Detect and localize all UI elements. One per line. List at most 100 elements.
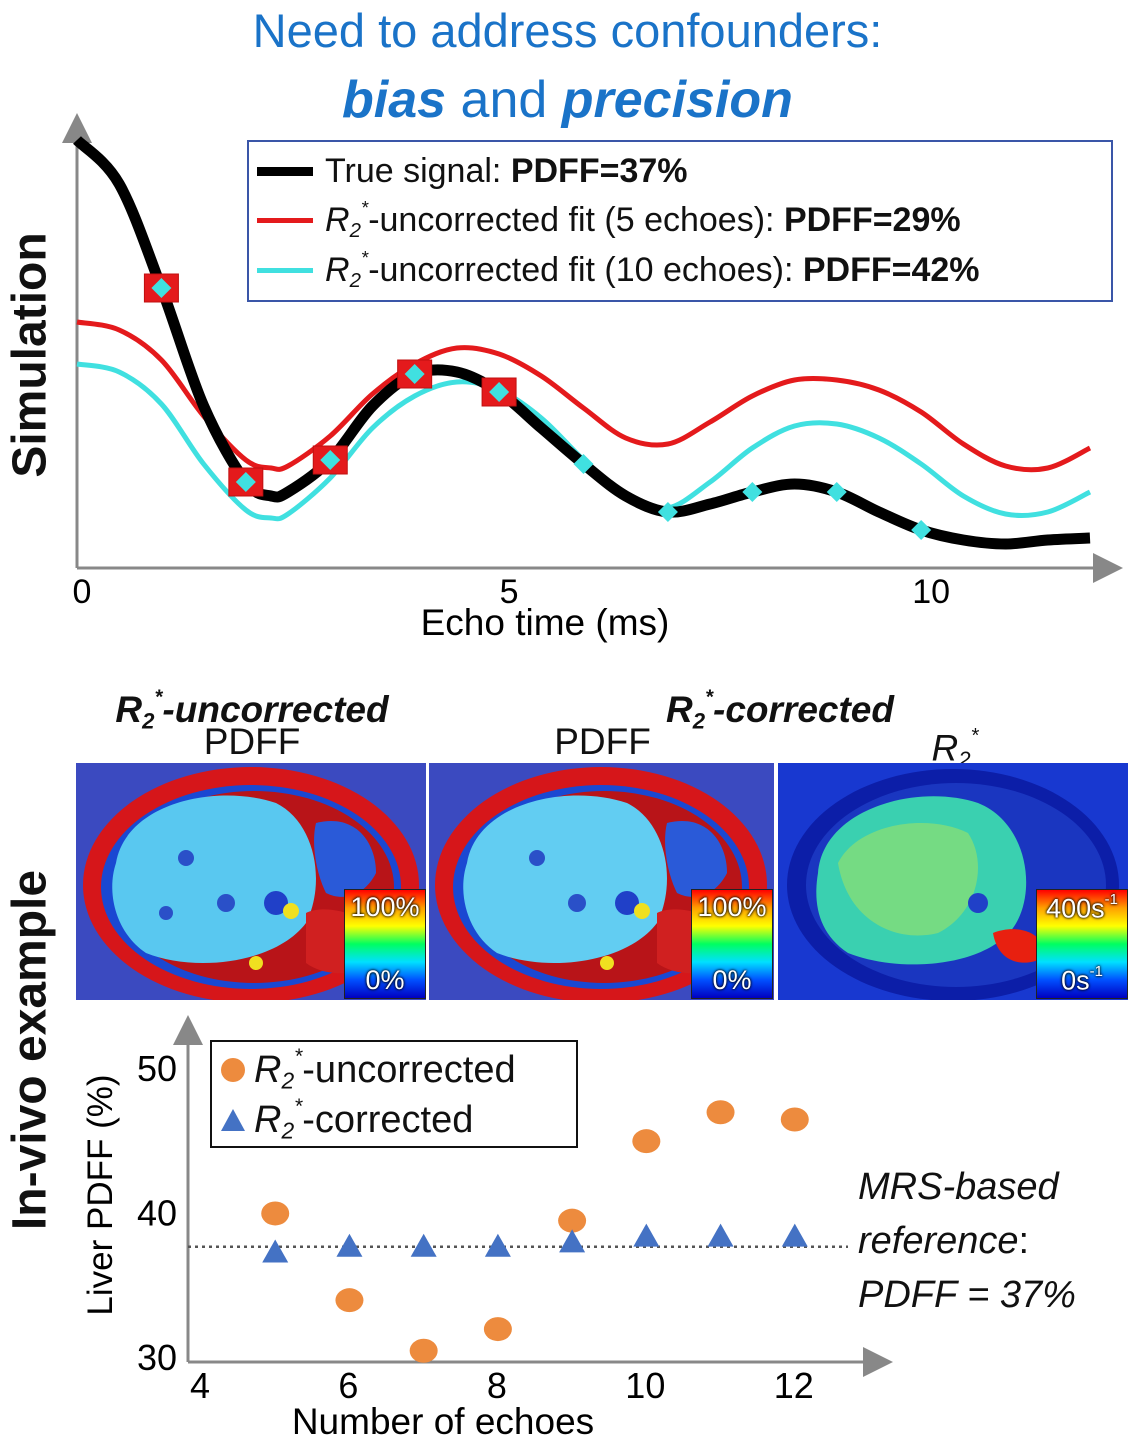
invivo-x-tick-label: 12 bbox=[774, 1365, 814, 1406]
legend-sup: * bbox=[294, 1095, 303, 1119]
invivo-x-tick-label: 8 bbox=[487, 1365, 507, 1406]
invivo-point-uncorrected bbox=[483, 1317, 512, 1342]
legend-r: R bbox=[254, 1098, 282, 1141]
header-bias: bias bbox=[342, 71, 447, 129]
legend-swatch-cyan bbox=[257, 267, 313, 273]
header-line2: bias and precision bbox=[0, 70, 1135, 130]
sim-legend-entry-true: True signal: PDFF=37% bbox=[257, 148, 688, 194]
legend-r2: R2* bbox=[254, 1095, 302, 1145]
sim-marker-diamond bbox=[320, 450, 341, 470]
invivo-chart: 4 6 8 10 12 30 40 50 Number of echoes Liver PDF… bbox=[81, 1015, 893, 1442]
sim-marker-diamond bbox=[826, 482, 847, 502]
title-sub: 2 bbox=[142, 708, 155, 734]
colorbar-bottom-label: 0% bbox=[365, 965, 405, 995]
invivo-point-uncorrected bbox=[335, 1288, 364, 1313]
sim-line-true-signal bbox=[73, 135, 1091, 550]
cbar-top-sup: -1 bbox=[1104, 892, 1118, 908]
legend-text-corrected: -corrected bbox=[302, 1098, 474, 1141]
mri-image-corrected-pdff: 100% 0% bbox=[429, 763, 774, 1000]
legend-sup: * bbox=[294, 1045, 303, 1069]
legend-r: R bbox=[254, 1048, 282, 1091]
sim-marker-diamond bbox=[151, 278, 172, 298]
image-group1-title: R2*-uncorrected bbox=[78, 678, 426, 742]
invivo-point-corrected bbox=[484, 1233, 511, 1257]
sim-x-tick-label: 10 bbox=[912, 573, 950, 611]
sim-marker-diamond bbox=[911, 520, 932, 540]
legend-r2-10: R2* bbox=[325, 247, 368, 293]
cbar-top-text: 400s bbox=[1046, 893, 1105, 924]
legend-text-10echo: -uncorrected fit (10 echoes): bbox=[368, 250, 803, 289]
invivo-point-corrected bbox=[336, 1233, 363, 1257]
legend-sub: 2 bbox=[281, 1067, 295, 1094]
invivo-x-tick-label: 4 bbox=[190, 1365, 210, 1406]
colorbar-bottom-label: 0% bbox=[712, 965, 752, 995]
colorbar-bottom-label: 0s-1 bbox=[1037, 964, 1127, 996]
annotation-line1: MRS-based bbox=[858, 1166, 1059, 1208]
invivo-legend: R2* -uncorrected R2* -corrected bbox=[210, 1040, 578, 1148]
invivo-point-corrected bbox=[633, 1223, 660, 1247]
title-sup: * bbox=[705, 687, 714, 709]
image-group2-title: R2*-corrected bbox=[430, 678, 1130, 742]
label-sup: * bbox=[970, 725, 979, 747]
legend-sub: 2 bbox=[281, 1117, 295, 1144]
invivo-point-uncorrected bbox=[558, 1208, 587, 1233]
legend-r: R bbox=[325, 200, 350, 239]
legend-r: R bbox=[325, 250, 350, 289]
image-panel2-label: PDFF bbox=[554, 721, 651, 762]
annotation-line3: PDFF = 37% bbox=[858, 1274, 1076, 1316]
colorbar-top-label: 100% bbox=[697, 892, 767, 922]
sim-x-axis-label: Echo time (ms) bbox=[421, 602, 670, 643]
sim-marker-diamond bbox=[742, 482, 763, 502]
legend-value-true: PDFF=37% bbox=[510, 151, 688, 190]
header-line1: Need to address confounders: bbox=[252, 4, 883, 57]
colorbar-pdff-1: 100% 0% bbox=[344, 889, 426, 999]
mrs-annotation: MRS-based reference: PDFF = 37% bbox=[858, 1160, 1076, 1322]
title-r: R bbox=[115, 689, 143, 731]
label-r: R bbox=[931, 727, 959, 769]
mri-image-uncorrected-pdff: 100% 0% bbox=[76, 763, 426, 1000]
invivo-point-corrected bbox=[410, 1233, 437, 1257]
colorbar-pdff-2: 100% 0% bbox=[691, 889, 773, 999]
legend-sup: * bbox=[360, 247, 369, 269]
colorbar-top-label: 400s-1 bbox=[1037, 892, 1127, 924]
sim-legend: True signal: PDFF=37% R2* -uncorrected fi… bbox=[247, 140, 1113, 302]
legend-sub: 2 bbox=[349, 269, 361, 292]
legend-value-5echo: PDFF=29% bbox=[783, 200, 961, 239]
invivo-point-corrected bbox=[559, 1229, 586, 1253]
invivo-x-axis-label: Number of echoes bbox=[292, 1401, 594, 1442]
sim-x-tick-label: 5 bbox=[500, 573, 519, 611]
invivo-point-uncorrected bbox=[409, 1338, 438, 1363]
colorbar-top-label: 100% bbox=[350, 892, 420, 922]
sim-marker-diamond bbox=[235, 472, 256, 492]
invivo-x-tick-label: 10 bbox=[625, 1365, 665, 1406]
legend-swatch-black bbox=[257, 166, 313, 176]
legend-text-5echo: -uncorrected fit (5 echoes): bbox=[368, 200, 784, 239]
legend-triangle-marker bbox=[221, 1109, 245, 1131]
legend-text-uncorrected: -uncorrected bbox=[302, 1048, 516, 1091]
sim-marker-diamond bbox=[489, 382, 510, 402]
legend-r2: R2* bbox=[254, 1045, 302, 1095]
cbar-bottom-sup: -1 bbox=[1089, 963, 1103, 980]
legend-sup: * bbox=[360, 197, 369, 219]
invivo-point-uncorrected bbox=[780, 1107, 809, 1132]
header-precision: precision bbox=[561, 71, 793, 129]
invivo-y-tick-label: 30 bbox=[137, 1337, 177, 1378]
legend-value-10echo: PDFF=42% bbox=[802, 250, 980, 289]
sim-marker-diamond bbox=[657, 502, 678, 522]
annotation-colon: : bbox=[1018, 1220, 1030, 1262]
sim-legend-entry-5echo: R2* -uncorrected fit (5 echoes): PDFF=29% bbox=[257, 196, 961, 244]
invivo-point-corrected bbox=[781, 1223, 808, 1247]
image-group1-label: PDFF bbox=[203, 721, 301, 762]
colorbar-r2star: 400s-1 0s-1 bbox=[1036, 889, 1128, 999]
invivo-point-corrected bbox=[262, 1239, 289, 1263]
sim-line-fit-5-echoes bbox=[76, 319, 1092, 473]
invivo-y-tick-label: 40 bbox=[137, 1192, 177, 1233]
title-r: R bbox=[666, 689, 693, 731]
invivo-x-tick-label: 6 bbox=[338, 1365, 358, 1406]
invivo-y-tick-label: 50 bbox=[137, 1048, 177, 1089]
title-sub: 2 bbox=[692, 708, 706, 734]
sim-x-tick-label: 0 bbox=[73, 573, 92, 611]
legend-circle-marker bbox=[221, 1058, 245, 1082]
invivo-point-uncorrected bbox=[261, 1201, 290, 1226]
